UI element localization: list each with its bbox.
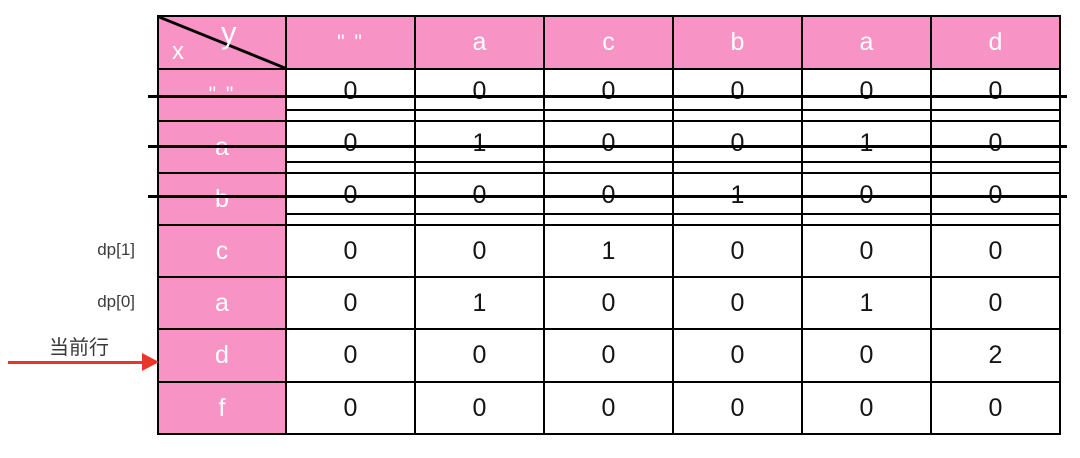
spacer-cell bbox=[803, 163, 932, 174]
current-row-arrow-line bbox=[8, 361, 144, 364]
table-cell: 1 bbox=[545, 226, 674, 278]
spacer-cell bbox=[545, 215, 674, 226]
column-header: b bbox=[674, 17, 803, 70]
row-label: c bbox=[159, 226, 287, 278]
table-cell: 0 bbox=[803, 174, 932, 215]
row-label: a bbox=[159, 122, 287, 174]
spacer-cell bbox=[803, 111, 932, 122]
spacer-cell bbox=[287, 215, 416, 226]
spacer-cell bbox=[932, 215, 1061, 226]
strikethrough-line bbox=[148, 95, 1067, 98]
strikethrough-line bbox=[148, 195, 1067, 198]
table-cell: 0 bbox=[416, 383, 545, 435]
table-cell: 0 bbox=[674, 70, 803, 111]
spacer-cell bbox=[674, 163, 803, 174]
table-cell: 0 bbox=[545, 174, 674, 215]
table-cell: 0 bbox=[674, 278, 803, 330]
current-row-label: 当前行 bbox=[49, 337, 109, 359]
table-cell: 0 bbox=[932, 122, 1061, 163]
strikethrough-line bbox=[148, 145, 1067, 148]
table-cell: 0 bbox=[287, 122, 416, 163]
table-cell: 0 bbox=[287, 383, 416, 435]
spacer-cell bbox=[674, 215, 803, 226]
spacer-cell bbox=[416, 163, 545, 174]
table-cell: 0 bbox=[803, 70, 932, 111]
spacer-cell bbox=[287, 163, 416, 174]
spacer-cell bbox=[545, 163, 674, 174]
spacer-cell bbox=[416, 215, 545, 226]
spacer-cell bbox=[287, 111, 416, 122]
row-label: a bbox=[159, 278, 287, 330]
dp1-label: dp[1] bbox=[97, 240, 135, 259]
spacer-cell bbox=[545, 111, 674, 122]
table-cell: 0 bbox=[932, 226, 1061, 278]
table-cell: 0 bbox=[545, 278, 674, 330]
dp-matrix: x y " " a c b a d " " 0 0 0 0 0 0 a 0 1 … bbox=[157, 15, 1061, 435]
axis-y-label: y bbox=[221, 15, 237, 50]
spacer-cell bbox=[932, 163, 1061, 174]
table-cell: 0 bbox=[674, 330, 803, 383]
table-cell: 0 bbox=[932, 383, 1061, 435]
table-cell: 0 bbox=[803, 330, 932, 383]
table-cell: 0 bbox=[416, 330, 545, 383]
table-cell: 0 bbox=[674, 122, 803, 163]
current-row-arrow-head-icon bbox=[142, 353, 159, 371]
dp0-label: dp[0] bbox=[97, 292, 135, 311]
table-cell: 0 bbox=[545, 122, 674, 163]
table-cell: 0 bbox=[803, 383, 932, 435]
table-cell: 0 bbox=[287, 70, 416, 111]
table-cell: 1 bbox=[803, 122, 932, 163]
table-cell: 0 bbox=[803, 226, 932, 278]
table-cell: 1 bbox=[416, 122, 545, 163]
table-cell: 0 bbox=[416, 70, 545, 111]
table-cell: 0 bbox=[416, 174, 545, 215]
column-header: a bbox=[416, 17, 545, 70]
diagonal-line bbox=[159, 17, 285, 68]
axis-x-label: x bbox=[172, 38, 184, 65]
table-cell: 0 bbox=[287, 330, 416, 383]
table-cell: 0 bbox=[545, 70, 674, 111]
table-cell: 1 bbox=[416, 278, 545, 330]
table-cell: 0 bbox=[545, 330, 674, 383]
spacer-cell bbox=[932, 111, 1061, 122]
table-cell: 0 bbox=[674, 383, 803, 435]
column-header: d bbox=[932, 17, 1061, 70]
row-label: b bbox=[159, 174, 287, 226]
table-cell: 0 bbox=[932, 174, 1061, 215]
table-cell: 0 bbox=[545, 383, 674, 435]
table-cell: 0 bbox=[932, 70, 1061, 111]
table-cell: 2 bbox=[932, 330, 1061, 383]
row-label: d bbox=[159, 330, 287, 383]
row-label: f bbox=[159, 383, 287, 435]
table-cell: 0 bbox=[674, 226, 803, 278]
table-cell: 0 bbox=[416, 226, 545, 278]
column-header: a bbox=[803, 17, 932, 70]
table-cell: 0 bbox=[287, 278, 416, 330]
spacer-cell bbox=[803, 215, 932, 226]
table-cell: 0 bbox=[287, 226, 416, 278]
table-cell: 1 bbox=[803, 278, 932, 330]
corner-header-cell: x y bbox=[159, 15, 287, 70]
column-header: c bbox=[545, 17, 674, 70]
spacer-cell bbox=[674, 111, 803, 122]
table-cell: 0 bbox=[932, 278, 1061, 330]
column-header: " " bbox=[287, 17, 416, 70]
spacer-cell bbox=[416, 111, 545, 122]
